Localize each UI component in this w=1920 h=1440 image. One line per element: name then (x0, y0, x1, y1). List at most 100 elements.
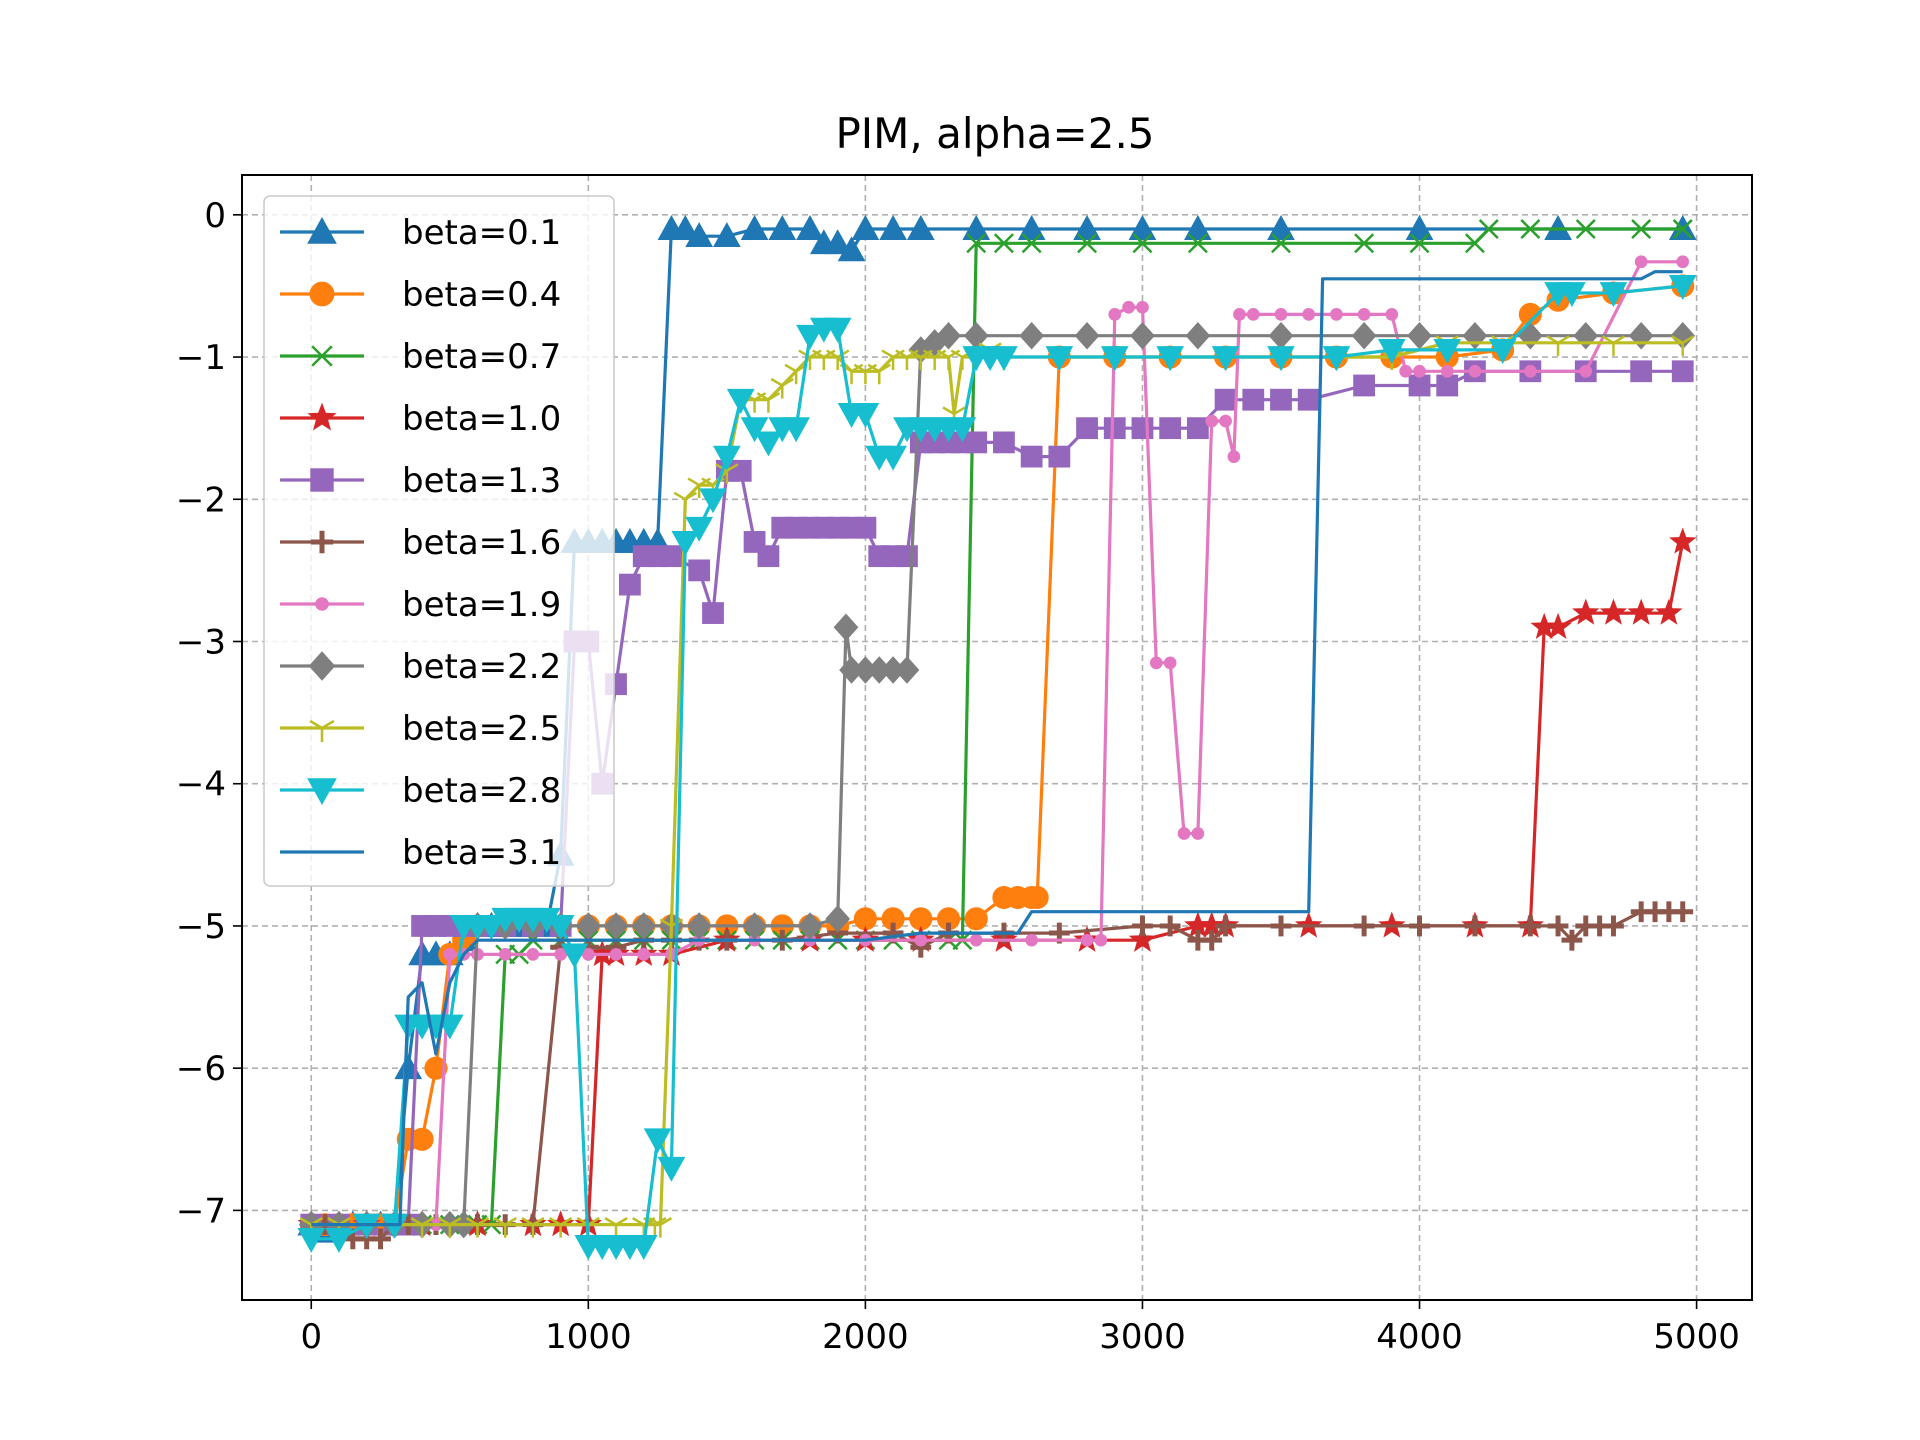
data-point (1544, 612, 1572, 639)
y-tick-label: −7 (176, 1191, 226, 1231)
data-point (1655, 598, 1683, 625)
data-point (648, 1217, 673, 1238)
legend-entry: beta=1.0 (280, 399, 561, 439)
data-point (823, 229, 852, 255)
data-point (1627, 598, 1655, 625)
data-point (1385, 308, 1399, 321)
data-point (881, 349, 905, 371)
data-point (1519, 915, 1541, 937)
data-point (702, 602, 724, 624)
data-point (1159, 915, 1181, 937)
data-point (1073, 215, 1101, 240)
data-point (1413, 364, 1426, 378)
data-point (1163, 656, 1177, 670)
data-point (936, 321, 961, 350)
data-point (1131, 417, 1154, 440)
legend-label: beta=1.3 (402, 461, 561, 501)
data-point (990, 346, 1018, 372)
data-point (966, 233, 987, 254)
data-point (477, 915, 506, 940)
data-point (1156, 346, 1185, 372)
data-point (1270, 915, 1292, 937)
legend-label: beta=1.6 (402, 523, 561, 563)
series-line (311, 270, 1683, 1227)
data-point (993, 233, 1014, 254)
y-tick-label: −2 (176, 480, 226, 520)
data-point (310, 468, 334, 492)
legend-entry: beta=2.8 (280, 771, 561, 811)
data-point (1669, 527, 1697, 554)
data-point (1676, 255, 1690, 269)
data-point (1017, 215, 1046, 240)
y-tick-label: −5 (176, 907, 226, 947)
y-tick-label: −3 (176, 622, 226, 662)
x-tick-label: 5000 (1653, 1317, 1740, 1357)
data-point (909, 349, 933, 371)
data-point (1233, 308, 1246, 321)
data-point (914, 933, 928, 947)
data-point (1603, 915, 1624, 937)
data-point (993, 431, 1015, 454)
legend-label: beta=0.7 (402, 337, 561, 377)
data-point (854, 516, 877, 539)
data-point (1184, 215, 1212, 240)
data-point (879, 445, 907, 471)
data-point (1132, 233, 1153, 254)
data-point (948, 417, 977, 443)
data-point (770, 377, 794, 399)
data-point (1122, 300, 1135, 314)
data-point (1353, 915, 1375, 937)
data-point (443, 948, 457, 961)
data-point (1187, 233, 1208, 254)
legend-entry: beta=2.5 (280, 709, 561, 749)
legend-entry: beta=2.2 (280, 647, 561, 687)
data-point (629, 1235, 658, 1260)
data-point (1267, 346, 1295, 372)
data-point (825, 905, 851, 933)
data-point (410, 1217, 434, 1238)
data-point (1297, 388, 1320, 411)
legend-label: beta=0.4 (402, 275, 561, 315)
data-point (782, 417, 810, 443)
data-point (740, 417, 769, 443)
data-point (1177, 827, 1191, 840)
data-point (370, 1228, 391, 1250)
data-point (1478, 219, 1499, 240)
data-point (867, 363, 891, 385)
data-point (1330, 308, 1343, 321)
x-tick-label: 4000 (1376, 1317, 1463, 1357)
data-point (315, 597, 329, 611)
legend-entry: beta=1.3 (280, 461, 561, 501)
data-point (1302, 308, 1316, 321)
data-point (1433, 339, 1462, 364)
data-point (1019, 321, 1045, 350)
data-point (1132, 915, 1153, 937)
data-point (1468, 364, 1482, 378)
data-point (309, 281, 335, 307)
data-point (1211, 346, 1240, 372)
data-point (1025, 885, 1049, 910)
chart-title: PIM, alpha=2.5 (835, 109, 1154, 158)
data-point (1080, 933, 1094, 947)
data-point (438, 1217, 462, 1238)
data-point (754, 431, 783, 457)
data-point (713, 445, 741, 471)
data-point (1074, 321, 1100, 350)
data-point (1579, 364, 1593, 378)
data-point (526, 948, 540, 961)
data-point (1520, 219, 1541, 240)
data-point (1025, 933, 1038, 947)
data-point (1267, 215, 1295, 240)
legend: beta=0.1 beta=0.4 beta=0.7 beta=1.0 beta=1.3… (263, 195, 615, 887)
data-point (969, 933, 983, 947)
data-point (1523, 364, 1537, 378)
data-point (1630, 360, 1653, 383)
data-point (548, 1217, 573, 1238)
data-point (554, 948, 567, 961)
plot-frame (241, 174, 1753, 1301)
data-point (309, 719, 335, 742)
data-point (1021, 233, 1042, 254)
data-point (1357, 308, 1371, 321)
data-point (1464, 915, 1486, 937)
legend-label: beta=1.0 (402, 399, 561, 439)
